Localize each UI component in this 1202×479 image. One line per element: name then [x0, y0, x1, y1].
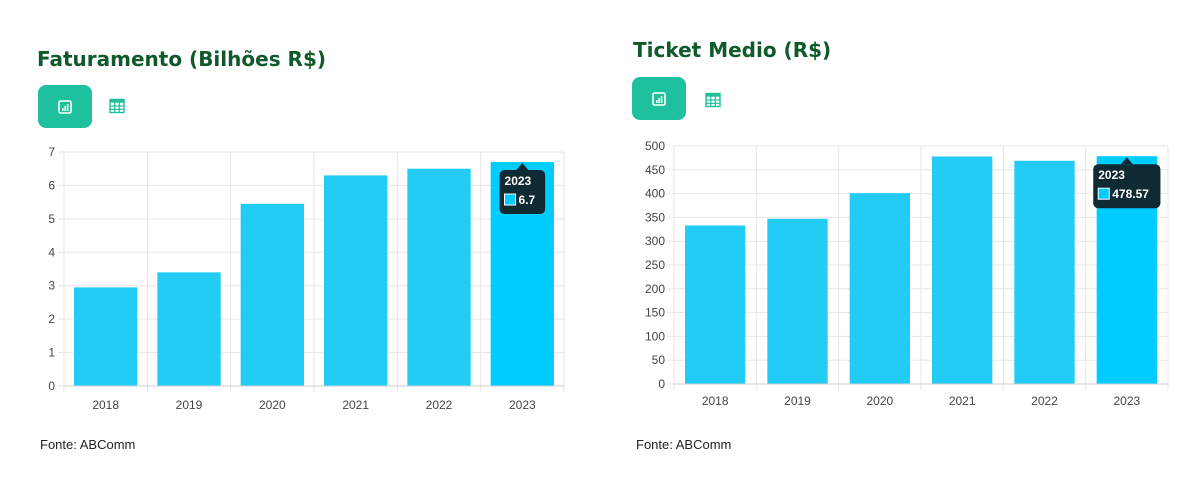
tooltip-box: [1093, 164, 1161, 209]
source-text: Fonte: ABComm: [40, 437, 136, 452]
tooltip-swatch: [504, 193, 517, 206]
y-tick-label: 7: [48, 145, 55, 159]
bar-2021[interactable]: [324, 175, 388, 386]
y-tick-label: 6: [48, 178, 55, 192]
table-grid-icon: [109, 98, 125, 114]
y-tick-label: 4: [48, 245, 55, 259]
bar-2021[interactable]: [932, 156, 993, 384]
x-tick-label: 2022: [426, 398, 453, 412]
y-tick-label: 50: [652, 353, 666, 367]
chart-title: Faturamento (Bilhões R$): [37, 47, 327, 71]
x-tick-label: 2020: [866, 394, 893, 408]
y-tick-label: 150: [645, 306, 665, 320]
x-tick-label: 2018: [92, 398, 119, 412]
x-tick-label: 2021: [342, 398, 369, 412]
tooltip: 2023 478.57: [1093, 157, 1161, 209]
bar-2018[interactable]: [74, 287, 138, 386]
x-tick-label: 2023: [509, 398, 536, 412]
y-tick-label: 5: [48, 212, 55, 226]
y-tick-label: 450: [645, 163, 665, 177]
tooltip-caret: [1120, 157, 1133, 165]
tooltip-value: 6.7: [519, 193, 536, 207]
x-tick-label: 2022: [1031, 394, 1058, 408]
chart-panel-ticket-medio: Ticket Medio (R$) 0 50 100 150 200 250 300 350 4…: [590, 0, 1180, 479]
bar-chart-ticket-medio: 0 50 100 150 200 250 300 350 400 450 500 2018 2019 20…: [645, 139, 1169, 408]
y-tick-label: 3: [48, 279, 55, 293]
table-view-button[interactable]: [702, 89, 724, 111]
y-tick-label: 350: [645, 210, 665, 224]
y-tick-label: 1: [48, 346, 55, 360]
table-grid-icon: [705, 92, 721, 108]
tooltip-value: 478.57: [1112, 187, 1149, 201]
tooltip-title: 2023: [505, 174, 532, 188]
source-text: Fonte: ABComm: [636, 437, 732, 452]
chart-view-button[interactable]: [632, 77, 686, 120]
bar-2019[interactable]: [767, 218, 828, 384]
y-tick-label: 0: [48, 379, 55, 393]
x-tick-label: 2019: [784, 394, 811, 408]
bar-chart-icon: [58, 99, 72, 114]
y-tick-label: 250: [645, 258, 665, 272]
chart-view-button[interactable]: [38, 85, 92, 128]
tooltip-caret: [516, 163, 529, 171]
y-tick-label: 2: [48, 312, 55, 326]
x-tick-label: 2023: [1113, 394, 1140, 408]
tooltip: 2023 6.7: [499, 163, 546, 215]
y-tick-label: 200: [645, 282, 665, 296]
tooltip-swatch: [1097, 187, 1110, 200]
bar-chart-faturamento: 0 1 2 3 4 5 6 7 2018 2019 2020 2021 2022 2023 2023 6.7: [48, 145, 565, 412]
bar-2022[interactable]: [407, 168, 471, 386]
x-tick-label: 2020: [259, 398, 286, 412]
table-view-button[interactable]: [106, 95, 128, 117]
bar-chart-icon: [652, 91, 666, 106]
chart-title: Ticket Medio (R$): [633, 38, 832, 62]
y-tick-label: 100: [645, 329, 665, 343]
y-tick-label: 0: [658, 377, 665, 391]
bar-2020[interactable]: [240, 203, 304, 386]
y-tick-label: 500: [645, 139, 665, 153]
bar-2022[interactable]: [1014, 160, 1075, 384]
bar-2019[interactable]: [157, 272, 221, 386]
bar-2018[interactable]: [685, 225, 746, 384]
bar-2020[interactable]: [849, 193, 910, 384]
x-tick-label: 2018: [702, 394, 729, 408]
y-tick-label: 300: [645, 234, 665, 248]
chart-panel-faturamento: Faturamento (Bilhões R$) 0 1 2 3 4 5 6 7 2018 201…: [0, 0, 590, 479]
x-tick-label: 2019: [176, 398, 203, 412]
y-tick-label: 400: [645, 187, 665, 201]
tooltip-title: 2023: [1098, 168, 1125, 182]
x-tick-label: 2021: [949, 394, 976, 408]
